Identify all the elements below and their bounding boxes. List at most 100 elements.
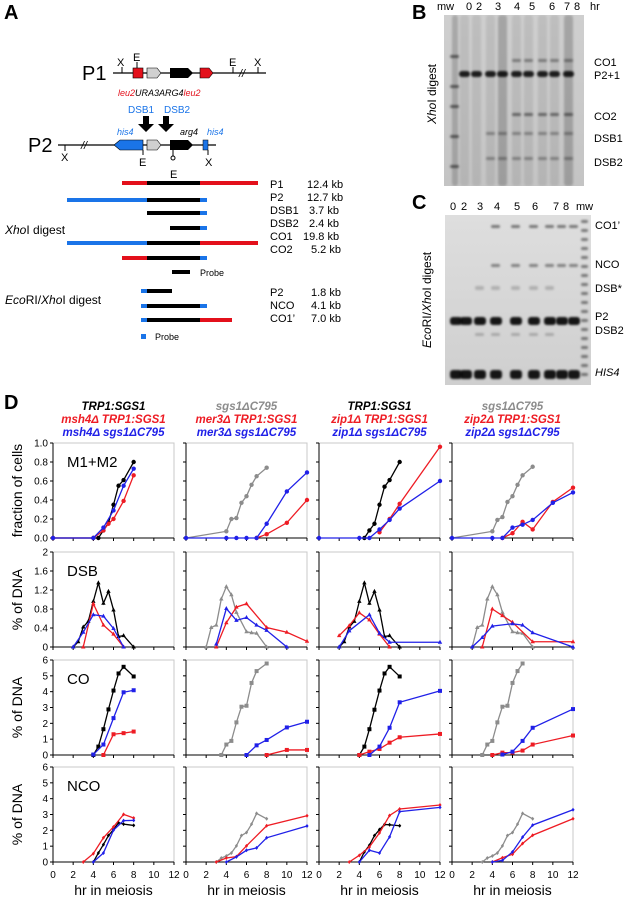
data-point [520, 811, 525, 816]
his4-band [544, 370, 556, 379]
mw-band [581, 319, 588, 322]
x-tick-label: 8 [264, 870, 270, 881]
data-point [490, 860, 494, 864]
data-point [121, 818, 126, 823]
xhoi-probe-label: Probe [200, 268, 224, 278]
data-point [362, 744, 367, 749]
data-point [510, 849, 515, 854]
data-point [505, 703, 510, 708]
y-tick-label: 2 [42, 826, 48, 837]
x-tick-label: 12 [434, 870, 446, 881]
data-point [438, 805, 442, 810]
plot-co [316, 659, 442, 758]
frag-size: 12.7 kb [307, 192, 343, 204]
series-TRP1-SGS1 [357, 664, 402, 757]
gel-c-italic1: Eco [420, 327, 434, 349]
y-tick-label: 4 [42, 794, 48, 805]
series-sgs1-C795 [214, 811, 269, 864]
data-point [224, 856, 228, 861]
data-point [505, 833, 510, 838]
data-point [387, 740, 392, 745]
data-point [132, 818, 136, 823]
y-tick-label: 0 [42, 858, 48, 869]
dsbstar-band [529, 286, 538, 290]
data-point [264, 532, 269, 537]
dsb2-band [486, 157, 495, 160]
data-point [387, 644, 392, 649]
series-line [226, 825, 308, 863]
data-point [495, 592, 500, 597]
data-point [131, 473, 136, 478]
co1-band [550, 59, 559, 62]
data-point [234, 843, 239, 848]
data-point [264, 465, 269, 470]
data-point [224, 620, 229, 625]
data-point [284, 489, 290, 494]
dsb2-band [475, 333, 484, 336]
nco-band [545, 264, 554, 267]
data-point [254, 474, 259, 479]
data-point [490, 584, 495, 589]
mw-band [581, 247, 588, 250]
gel-b-hr-label: hr [590, 1, 600, 13]
x-tick-label: 4 [91, 870, 97, 881]
data-point [438, 688, 442, 693]
data-point [249, 482, 254, 487]
data-point [530, 630, 535, 635]
data-point [336, 644, 342, 649]
leu2-left-label: leu2 [118, 88, 135, 98]
y-axis-label: % of DNA [9, 676, 25, 738]
co1-band [512, 59, 521, 62]
series-zip2-sgs1-C795 [490, 807, 575, 864]
gel-c-lane: 3 [477, 201, 484, 213]
ura3-arrow [146, 67, 162, 79]
data-point [224, 742, 229, 747]
data-point [347, 860, 351, 864]
data-point [254, 630, 259, 635]
data-point [449, 535, 455, 541]
gel-b-lane: 2 [476, 1, 483, 13]
data-point [367, 844, 372, 849]
data-point [500, 613, 505, 618]
data-point [490, 853, 494, 858]
y-tick-label: 3 [42, 810, 48, 821]
x-tick-label: 10 [148, 870, 160, 881]
arg4-arrow [170, 68, 193, 78]
y-axis-label: % of DNA [9, 783, 25, 845]
data-point [387, 517, 392, 523]
data-point [480, 622, 485, 627]
gel-b-xhoi-blot [444, 15, 584, 186]
gel-c-italic2: Xho [420, 290, 434, 313]
data-point [244, 703, 249, 708]
data-point [500, 855, 505, 860]
series-mer3-sgs1-C795 [224, 824, 309, 864]
data-point [111, 625, 116, 630]
data-point [367, 848, 372, 853]
data-point [377, 746, 382, 751]
data-point [397, 735, 402, 740]
lane-smear [498, 15, 507, 186]
plot-nco: 0 2 4 6 8 10 12 hr in meiosis [449, 766, 579, 898]
panel-label-b: B [412, 2, 427, 24]
series-TRP1-SGS1 [91, 664, 136, 757]
x-tick-label: 0 [449, 870, 455, 881]
data-point [347, 628, 352, 633]
data-point [571, 733, 575, 738]
series-line [220, 662, 268, 756]
column-title: zip1Δ TRP1:SGS1 [330, 414, 428, 426]
data-point [520, 748, 525, 753]
series-TRP1-SGS1 [70, 580, 136, 649]
data-point [101, 835, 106, 840]
series-line [53, 461, 135, 539]
plot-dsb [449, 551, 576, 650]
column-title: TRP1:SGS1 [348, 401, 412, 413]
data-point [490, 529, 495, 534]
data-point [234, 609, 239, 614]
gel-b-band-co2: CO2 [594, 111, 617, 123]
fragment-size-list: P1 12.4 kb P2 12.7 kb DSB1 3.7 kb DSB2 2.4 k… [270, 179, 343, 325]
plot-frame [318, 766, 441, 863]
data-point [398, 823, 402, 828]
data-point [377, 630, 382, 635]
series-line [72, 613, 125, 648]
